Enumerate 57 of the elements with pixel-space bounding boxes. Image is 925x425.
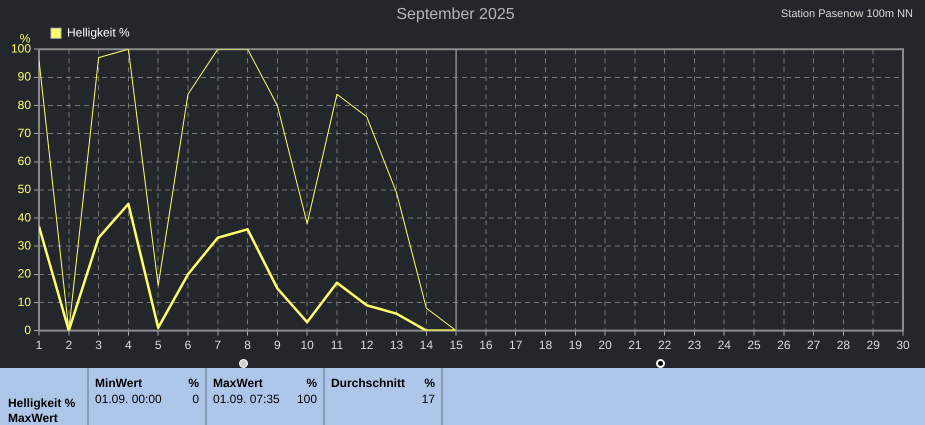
x-tick-label: 9 — [274, 338, 282, 352]
x-tick-label: 10 — [300, 338, 314, 352]
x-tick-label: 14 — [420, 338, 434, 352]
text: 100 — [296, 392, 317, 406]
text: MaxWert — [8, 411, 58, 425]
x-tick-label: 18 — [538, 338, 552, 352]
text: 0 — [192, 392, 199, 406]
y-tick-label: 90 — [18, 70, 32, 84]
x-tick-label: 13 — [390, 338, 404, 352]
y-tick-label: 50 — [18, 182, 32, 196]
legend-label: Helligkeit % — [67, 26, 130, 40]
x-tick-label: 11 — [330, 338, 344, 352]
y-tick-label: 70 — [18, 126, 32, 140]
text: MinWert — [95, 376, 142, 390]
x-tick-label: 19 — [568, 338, 582, 352]
text: 17 — [422, 392, 435, 406]
text: % — [306, 376, 317, 390]
x-tick-label: 23 — [688, 338, 702, 352]
chart-title: September 2025 — [396, 6, 515, 24]
x-tick-label: 5 — [154, 338, 162, 352]
text: % — [424, 376, 435, 390]
text: Durchschnitt — [331, 376, 406, 390]
y-tick-label: 10 — [18, 294, 32, 309]
x-tick-label: 1 — [36, 338, 43, 352]
x-tick-label: 21 — [628, 338, 642, 352]
y-tick-label: 60 — [18, 154, 32, 168]
x-tick-label: 6 — [184, 338, 192, 352]
x-tick-label: 17 — [509, 338, 523, 352]
text: 01.09. 00:00 — [95, 392, 162, 406]
x-tick-label: 7 — [214, 338, 222, 352]
text: Station Pasenow 100m NN — [780, 8, 913, 20]
y-tick-label: 100 — [10, 42, 32, 56]
x-tick-label: 20 — [598, 338, 612, 352]
x-tick-label: 2 — [65, 338, 72, 352]
y-tick-label: 40 — [18, 210, 32, 224]
y-tick-label: 20 — [18, 266, 32, 281]
x-tick-label: 15 — [449, 338, 464, 352]
x-tick-label: 4 — [125, 338, 132, 352]
x-tick-label: 28 — [836, 338, 850, 352]
text: % — [188, 376, 199, 390]
y-tick-label: 30 — [18, 238, 32, 252]
x-tick-label: 25 — [747, 338, 762, 352]
x-tick-label: 26 — [777, 338, 791, 352]
y-tick-label: 80 — [18, 98, 32, 112]
x-tick-label: 30 — [896, 338, 910, 352]
x-tick-label: 24 — [718, 338, 732, 352]
x-tick-label: 8 — [244, 338, 252, 352]
text: 01.09. 07:35 — [213, 392, 280, 406]
x-tick-label: 27 — [806, 338, 821, 352]
text: Helligkeit % — [8, 396, 76, 410]
x-tick-label: 12 — [360, 338, 374, 352]
x-tick-label: 22 — [658, 338, 672, 352]
text: MaxWert — [213, 376, 263, 390]
x-tick-label: 3 — [95, 338, 102, 352]
x-tick-label: 16 — [479, 338, 493, 352]
y-tick-label: 0 — [24, 322, 32, 337]
x-tick-label: 29 — [866, 338, 880, 352]
